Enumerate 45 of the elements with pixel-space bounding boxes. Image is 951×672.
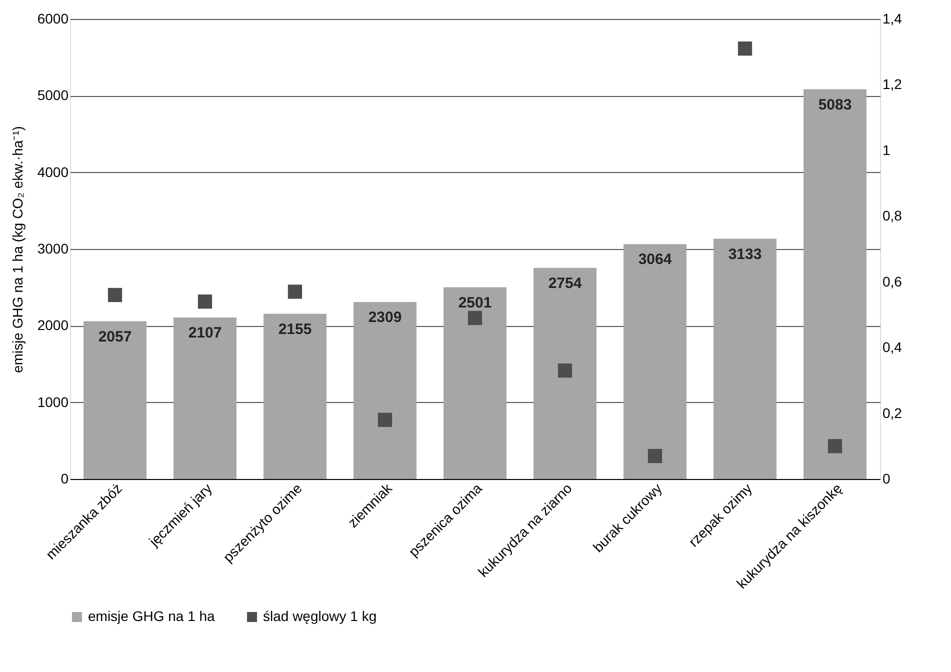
y2-tick-label: 0,6: [882, 273, 902, 290]
bar: [174, 317, 236, 479]
point: [198, 294, 212, 309]
y-tick-label: 0: [60, 470, 69, 486]
data-label: 3133: [728, 246, 762, 263]
bar: [714, 238, 776, 479]
y-tick-label: 3000: [37, 240, 69, 256]
bar: [354, 302, 416, 479]
point: [738, 42, 752, 56]
bar: [804, 89, 866, 479]
bar: [534, 268, 596, 479]
legend-label: ślad węglowy 1 kg: [263, 608, 377, 624]
y2-tick-label: 0,2: [882, 404, 902, 421]
data-label: 2107: [188, 324, 222, 342]
y-tick-label: 2000: [37, 317, 69, 334]
y2-tick-label: 0,4: [882, 339, 902, 356]
point: [378, 412, 392, 427]
y-axis-title: emisje GHG na 1 ha (kg CO₂ ekw.·ha⁻¹): [9, 126, 26, 373]
legend-label: emisje GHG na 1 ha: [88, 608, 216, 624]
data-label: 2057: [98, 328, 132, 346]
data-label: 2155: [278, 320, 312, 338]
point: [558, 364, 572, 378]
data-label: 2754: [548, 274, 582, 292]
bar: [444, 287, 506, 479]
point: [288, 284, 302, 299]
data-label: 2501: [458, 294, 492, 312]
y2-tick-label: 0,8: [882, 208, 902, 224]
y-tick-label: 6000: [37, 10, 69, 26]
bar: [264, 314, 326, 479]
y2-tick-label: 0: [882, 470, 890, 486]
y2-tick-label: 1,4: [882, 10, 902, 26]
data-label: 3064: [638, 251, 672, 268]
y2-tick-label: 1: [882, 142, 890, 158]
y-tick-label: 1000: [37, 394, 69, 410]
bar: [84, 321, 146, 479]
y2-tick-label: 1,2: [882, 76, 902, 92]
bar: [624, 244, 686, 479]
y-tick-label: 4000: [37, 164, 69, 180]
point: [648, 448, 662, 464]
point: [828, 439, 842, 454]
data-label: 2309: [368, 308, 402, 326]
point: [108, 288, 122, 302]
point: [468, 310, 482, 326]
data-label: 5083: [818, 96, 852, 114]
y-tick-label: 5000: [37, 87, 69, 104]
